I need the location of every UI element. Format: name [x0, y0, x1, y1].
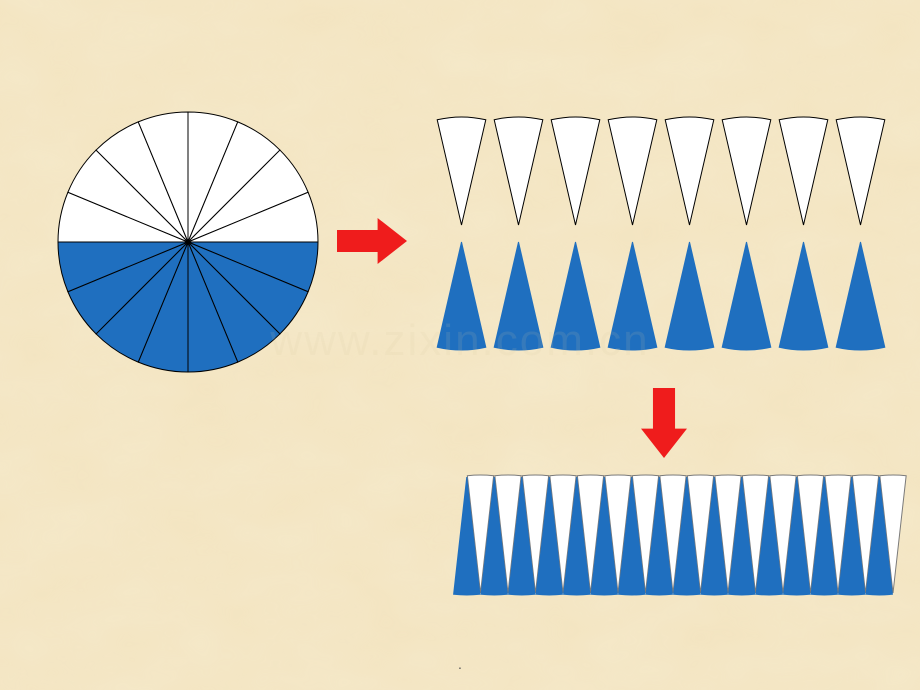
merged-wedge-row: [0, 0, 920, 690]
merged-wedge-row-svg: [0, 0, 920, 690]
footer-dot: .: [458, 656, 462, 672]
